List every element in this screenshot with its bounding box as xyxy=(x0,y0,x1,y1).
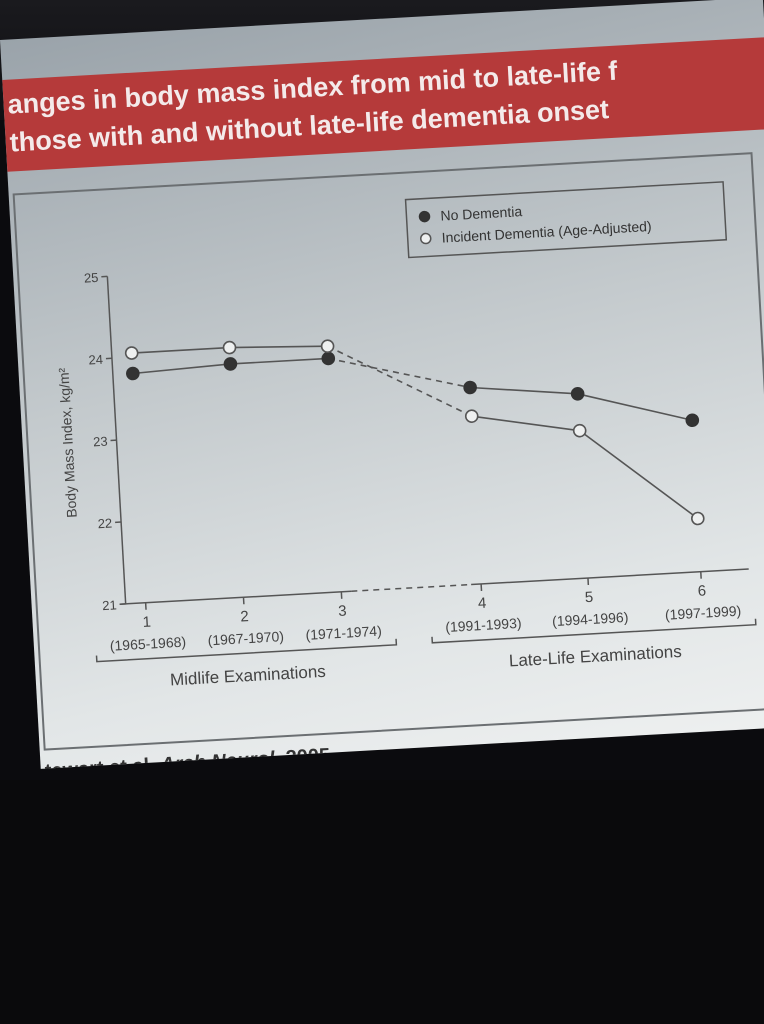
x-period-label: (1991-1993) xyxy=(445,615,522,635)
series-2-segment xyxy=(579,430,699,520)
citation-journal: Arch Neurol. xyxy=(159,747,281,769)
x-tick-label: 5 xyxy=(584,589,593,606)
series-1-point xyxy=(126,366,140,381)
group-bracket xyxy=(431,618,757,644)
room-floor-dark xyxy=(0,780,764,1024)
citation-year: 2005 xyxy=(279,744,331,769)
series-2-point xyxy=(572,423,587,438)
legend-marker xyxy=(419,232,432,245)
x-axis-line xyxy=(119,590,352,605)
y-tick-label: 22 xyxy=(97,516,112,532)
x-axis-line-late xyxy=(471,568,749,586)
group-label: Late-Life Examinations xyxy=(508,642,682,671)
plot-frame: 25 24 23 22 21 Body Mass Index, kg/m² 1 (1965-1… xyxy=(12,152,764,751)
series-2-segment xyxy=(471,415,580,432)
series-2-point xyxy=(464,409,479,423)
series-2-segment xyxy=(131,346,230,354)
group-label: Midlife Examinations xyxy=(170,662,327,690)
x-tick-label: 1 xyxy=(142,613,151,630)
x-tick-label: 3 xyxy=(338,603,347,620)
legend-label: No Dementia xyxy=(440,203,523,224)
x-tick-label: 4 xyxy=(478,595,487,612)
series-1-point xyxy=(685,413,700,428)
x-axis-break-dashed xyxy=(351,583,472,592)
series-1-point xyxy=(321,351,336,366)
series-1-segment xyxy=(470,386,578,395)
x-period-label: (1967-1970) xyxy=(207,628,284,648)
series-2-point xyxy=(124,346,139,360)
legend-box xyxy=(404,181,728,259)
series-2-point xyxy=(320,339,335,353)
series-1-segment xyxy=(328,357,471,389)
series-2-point xyxy=(690,511,705,526)
series-1-point xyxy=(570,387,585,401)
y-tick-label: 25 xyxy=(84,270,99,286)
legend-marker xyxy=(418,210,431,223)
x-period-label: (1994-1996) xyxy=(552,609,629,629)
x-tick-label: 6 xyxy=(697,582,706,599)
slide-title-banner: anges in body mass index from mid to lat… xyxy=(2,37,764,172)
y-tick-label: 24 xyxy=(88,352,103,368)
x-tick-label: 2 xyxy=(240,608,249,625)
x-period-label: (1971-1974) xyxy=(305,623,382,643)
projector-screen: anges in body mass index from mid to lat… xyxy=(0,0,764,769)
series-1-segment xyxy=(230,357,329,365)
y-axis-label: Body Mass Index, kg/m² xyxy=(55,367,79,518)
series-1-point xyxy=(463,380,477,395)
series-2-segment xyxy=(229,345,328,349)
series-1-segment xyxy=(132,363,231,375)
series-2-point xyxy=(222,340,237,355)
x-period-label: (1965-1968) xyxy=(109,634,186,654)
x-period-label: (1997-1999) xyxy=(665,603,742,623)
series-1-point xyxy=(223,357,238,371)
citation-authors: tewart et al. xyxy=(44,754,161,769)
y-tick-label: 21 xyxy=(102,597,117,613)
y-tick-label: 23 xyxy=(93,434,108,450)
series-1-segment xyxy=(577,393,693,422)
group-bracket xyxy=(95,638,398,663)
legend-label: Incident Dementia (Age-Adjusted) xyxy=(441,218,652,246)
series-2-segment xyxy=(327,345,473,417)
